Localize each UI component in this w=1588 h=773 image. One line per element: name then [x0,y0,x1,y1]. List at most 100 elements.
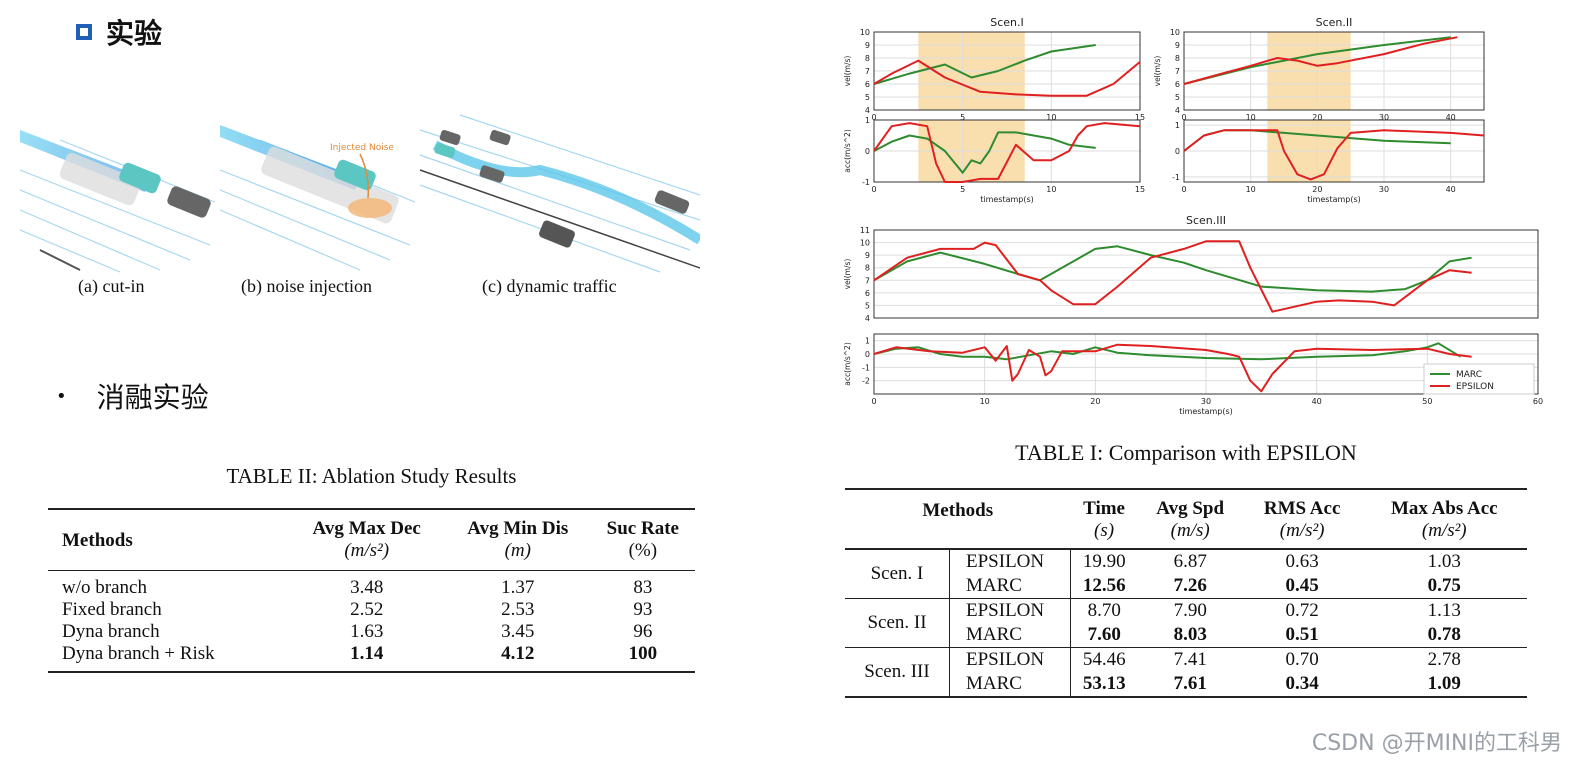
table2-title: TABLE II: Ablation Study Results [226,464,517,488]
cell-dis: 1.37 [501,577,535,598]
dynamic-traffic-illustration [419,114,700,273]
series-line-epsilon [873,240,1472,313]
cell-time: 19.90 [1082,551,1126,572]
y-tick-label: 1 [1175,121,1180,130]
x-tick-label: 10 [1246,185,1256,194]
cell-scenario: Scen. III [845,647,950,697]
series-line-marc [873,245,1472,293]
cell-time: 53.13 [1082,673,1126,694]
plot-frame [873,333,1539,395]
cell-max: 1.09 [1427,673,1461,694]
y-tick-label: 6 [865,289,870,298]
th-dec-unit: (m/s²) [344,540,390,561]
cut-in-illustration [20,130,216,273]
cell-method: Fixed branch [62,599,162,620]
cell-suc: 83 [633,577,653,598]
table-row: Scen. III EPSILON 54.46 7.41 0.70 2.78 [845,647,1527,697]
th-dis-unit: (m) [504,540,531,561]
caption-b: (b) noise injection [241,276,372,296]
cell-spd: 6.87 [1173,551,1207,572]
x-tick-label: 15 [1135,113,1145,122]
x-tick-label: 30 [1379,113,1389,122]
cell-spd: 7.61 [1173,673,1207,694]
plot-frame [1183,31,1485,111]
x-tick-label: 40 [1446,185,1456,194]
y-tick-label: 7 [1175,67,1180,76]
x-tick-label: 15 [1135,185,1145,194]
y-tick-label: -1 [862,363,870,372]
x-tick-label: 0 [871,113,876,122]
cell-method: w/o branch [62,577,147,598]
watermark: CSDN @开MINI的工科男 [1311,731,1562,756]
cell-suc: 100 [628,643,658,664]
x-tick-label: 20 [1090,397,1100,406]
series-line-epsilon [1183,36,1458,85]
y-tick-label: -1 [1172,173,1180,182]
y-axis-label: vel(m/s) [843,259,852,290]
cell-time: 54.46 [1082,649,1126,670]
cell-max: 0.78 [1427,624,1461,645]
y-tick-label: 4 [865,314,870,323]
x-tick-label: 5 [960,185,965,194]
cell-suc: 93 [633,599,653,620]
series-line-marc [873,131,1096,174]
cell-dec: 3.48 [350,577,384,598]
y-tick-label: 6 [865,80,870,89]
th-max-unit: (m/s²) [1421,520,1467,541]
y-axis-label: vel(m/s) [843,56,852,87]
section-heading: 实验 [76,12,162,52]
table-row: Scen. II EPSILON 8.70 7.90 0.72 1.13 [845,598,1527,648]
cell-method: EPSILON [949,598,1071,623]
cell-dis: 3.45 [501,621,535,642]
cell-spd: 7.90 [1173,600,1207,621]
bullet-item: • 消融实验 [56,376,209,416]
bullet-dot-icon: • [56,385,67,407]
cell-method: MARC [949,574,1071,599]
x-tick-label: 5 [960,113,965,122]
y-tick-label: 7 [865,276,870,285]
bullet-label: 消融实验 [96,381,209,414]
chart-panel-2: 4 5 6 7 8 9 10 0 10 20 30 40 Scen.II vel(m/s) [1153,16,1485,122]
series-line-marc [873,342,1462,361]
x-tick-label: 10 [980,397,990,406]
cell-method: MARC [949,623,1071,648]
y-tick-label: 8 [865,54,870,63]
cell-rms: 0.70 [1285,649,1319,670]
th-methods: Methods [922,500,994,521]
th-spd: Avg Spd [1156,498,1225,519]
scenario-illustrations: Injected Noise [20,114,700,273]
y-tick-label: 4 [865,106,870,115]
cell-rms: 0.63 [1285,551,1319,572]
table-row: MARC 7.60 8.03 0.51 0.78 [845,623,1527,648]
plot-frame [873,229,1539,319]
cell-method: EPSILON [949,647,1071,672]
th-suc: Suc Rate [606,518,679,539]
y-axis-label: acc(m/s^2) [843,342,852,386]
x-tick-label: 0 [1181,113,1186,122]
cell-max: 0.75 [1427,575,1461,596]
cell-max: 2.78 [1427,649,1461,670]
table-row: Dyna branch 1.63 3.45 96 [48,621,695,643]
th-rms: RMS Acc [1263,498,1341,519]
caption-a: (a) cut-in [78,276,145,296]
series-line-marc [873,44,1096,85]
cell-method: Dyna branch + Risk [62,643,215,664]
comparison-table: Methods Time Avg Spd RMS Acc Max Abs Acc… [845,488,1527,698]
y-tick-label: -1 [862,178,870,187]
y-tick-label: 9 [865,41,870,50]
x-tick-label: 30 [1379,185,1389,194]
y-tick-label: 6 [1175,80,1180,89]
y-tick-label: 5 [865,301,870,310]
cell-method: MARC [949,672,1071,697]
chart-panel-4: 4 5 6 7 8 9 10 11 Scen.III vel(m/s) [843,214,1539,323]
cell-time: 12.56 [1082,575,1126,596]
y-tick-label: 8 [865,264,870,273]
legend-box [1423,363,1535,395]
th-time-unit: (s) [1094,520,1115,541]
x-axis-label: timestamp(s) [980,195,1034,204]
cell-dec: 1.14 [350,643,384,664]
chart-title: Scen.I [990,16,1024,29]
cell-max: 1.13 [1427,600,1461,621]
